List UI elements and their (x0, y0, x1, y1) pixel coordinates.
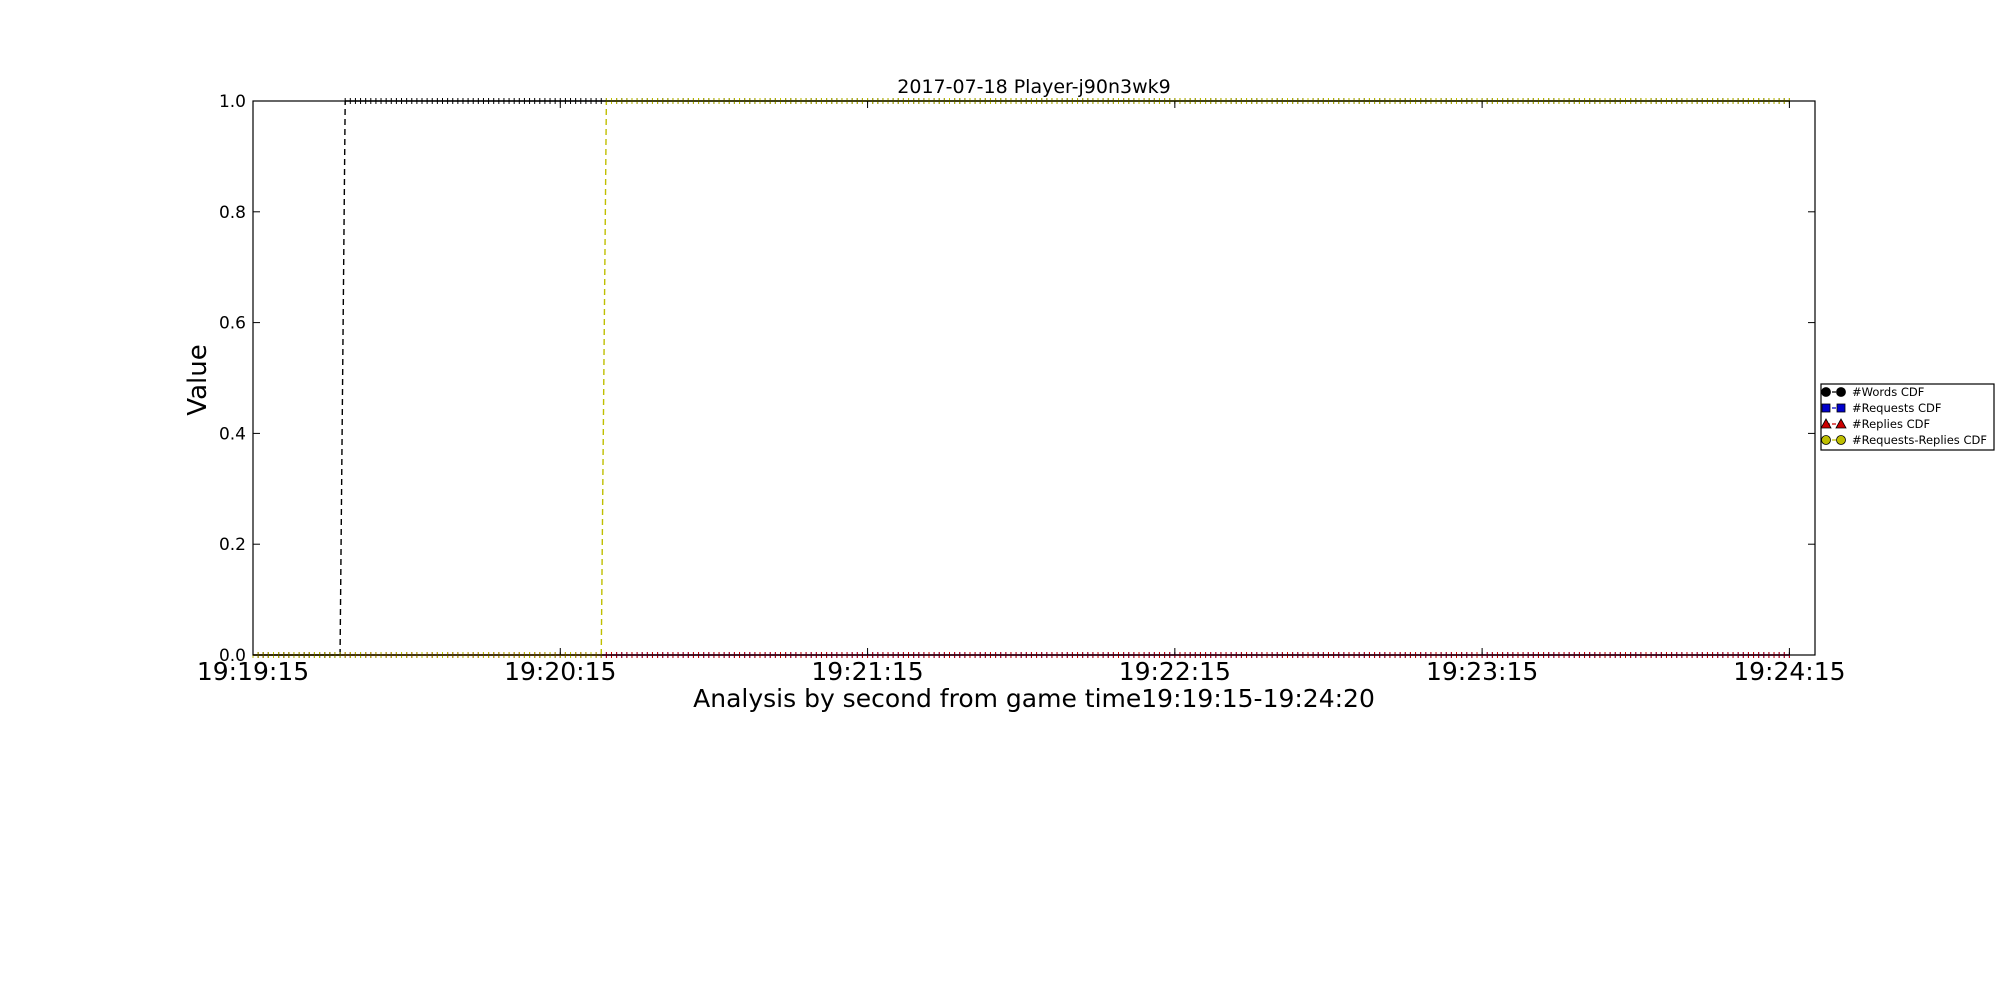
x-tick-label: 19:20:15 (504, 657, 616, 686)
y-axis-label: Value (183, 344, 213, 415)
legend-label: #Requests-Replies CDF (1852, 433, 1987, 447)
legend-marker (1820, 418, 1832, 429)
plot-area (252, 98, 1790, 658)
x-tick-label: 19:22:15 (1119, 657, 1231, 686)
legend-item: #Replies CDF (1820, 417, 1930, 431)
legend-item: #Requests CDF (1821, 401, 1942, 415)
x-tick-label: 19:19:15 (197, 657, 309, 686)
legend-box (1820, 383, 1995, 451)
y-tick-label: 1.0 (219, 92, 246, 112)
legend-marker (1821, 435, 1831, 445)
series-3 (252, 98, 1790, 658)
series-0-step-line (339, 100, 346, 656)
legend-marker (1836, 387, 1846, 397)
x-tick-label: 19:24:15 (1733, 657, 1845, 686)
series-3-step-line (600, 100, 608, 656)
axes-frame (252, 100, 1816, 656)
y-tick-label: 0.8 (219, 203, 246, 223)
legend-marker (1821, 403, 1831, 413)
legend-item: #Words CDF (1821, 385, 1924, 399)
legend-label: #Replies CDF (1852, 417, 1930, 431)
legend-label: #Words CDF (1852, 385, 1924, 399)
legend-marker (1836, 435, 1846, 445)
legend-marker (1835, 418, 1847, 429)
y-tick-label: 0.6 (219, 314, 246, 334)
legend-marker (1821, 387, 1831, 397)
y-tick-label: 0.4 (219, 424, 246, 444)
legend-label: #Requests CDF (1852, 401, 1942, 415)
legend-item: #Requests-Replies CDF (1821, 433, 1987, 447)
x-axis-label: Analysis by second from game time19:19:1… (693, 684, 1375, 713)
axes: 0.0 0.2 0.4 0.6 0.8 1.0 19:19:15 19:20:15 19:21:… (197, 92, 1846, 686)
chart-title: 2017-07-18 Player-j90n3wk9 (897, 76, 1170, 98)
y-tick-label: 0.0 (219, 646, 246, 666)
legend-marker (1836, 403, 1846, 413)
legend: #Words CDF #Requests CDF #Replies CDF #Requ… (1820, 383, 1995, 451)
series-3-line (253, 100, 1790, 656)
series-0 (252, 98, 1790, 658)
x-tick-label: 19:23:15 (1426, 657, 1538, 686)
x-tick-label: 19:21:15 (811, 657, 923, 686)
y-tick-label: 0.2 (219, 535, 246, 555)
series-0-line (253, 100, 1790, 656)
